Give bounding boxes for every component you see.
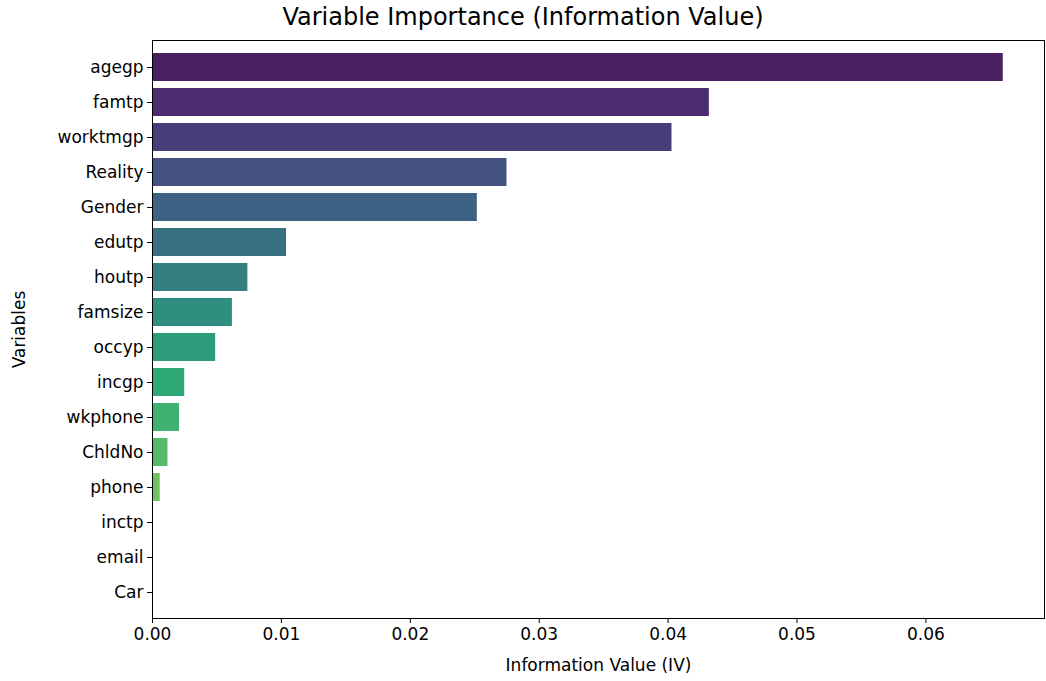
svg-text:Gender: Gender [81,197,144,217]
svg-text:edutp: edutp [94,232,143,252]
svg-text:famsize: famsize [78,302,144,322]
svg-text:Car: Car [114,582,143,602]
svg-text:phone: phone [90,477,143,497]
svg-text:incgp: incgp [97,372,143,392]
svg-text:ChldNo: ChldNo [82,442,143,462]
svg-text:worktmgp: worktmgp [58,127,144,147]
svg-text:0.06: 0.06 [907,624,945,644]
svg-text:agegp: agegp [90,57,143,77]
svg-text:0.01: 0.01 [262,624,300,644]
svg-text:houtp: houtp [94,267,143,287]
svg-text:0.05: 0.05 [778,624,816,644]
svg-text:0.04: 0.04 [649,624,687,644]
svg-text:Information Value (IV): Information Value (IV) [506,655,692,675]
svg-text:Reality: Reality [85,162,143,182]
svg-text:wkphone: wkphone [67,407,144,427]
svg-text:0.03: 0.03 [520,624,558,644]
svg-text:0.02: 0.02 [391,624,429,644]
svg-text:0.00: 0.00 [134,624,172,644]
html-text:Variable Importance (Informati: Variable Importance (Information Value) [282,3,764,31]
svg-text:inctp: inctp [101,512,143,532]
svg-text:famtp: famtp [93,92,143,112]
svg-text:occyp: occyp [94,337,144,357]
svg-text:email: email [97,547,144,567]
svg-text:Variables: Variables [9,291,29,369]
